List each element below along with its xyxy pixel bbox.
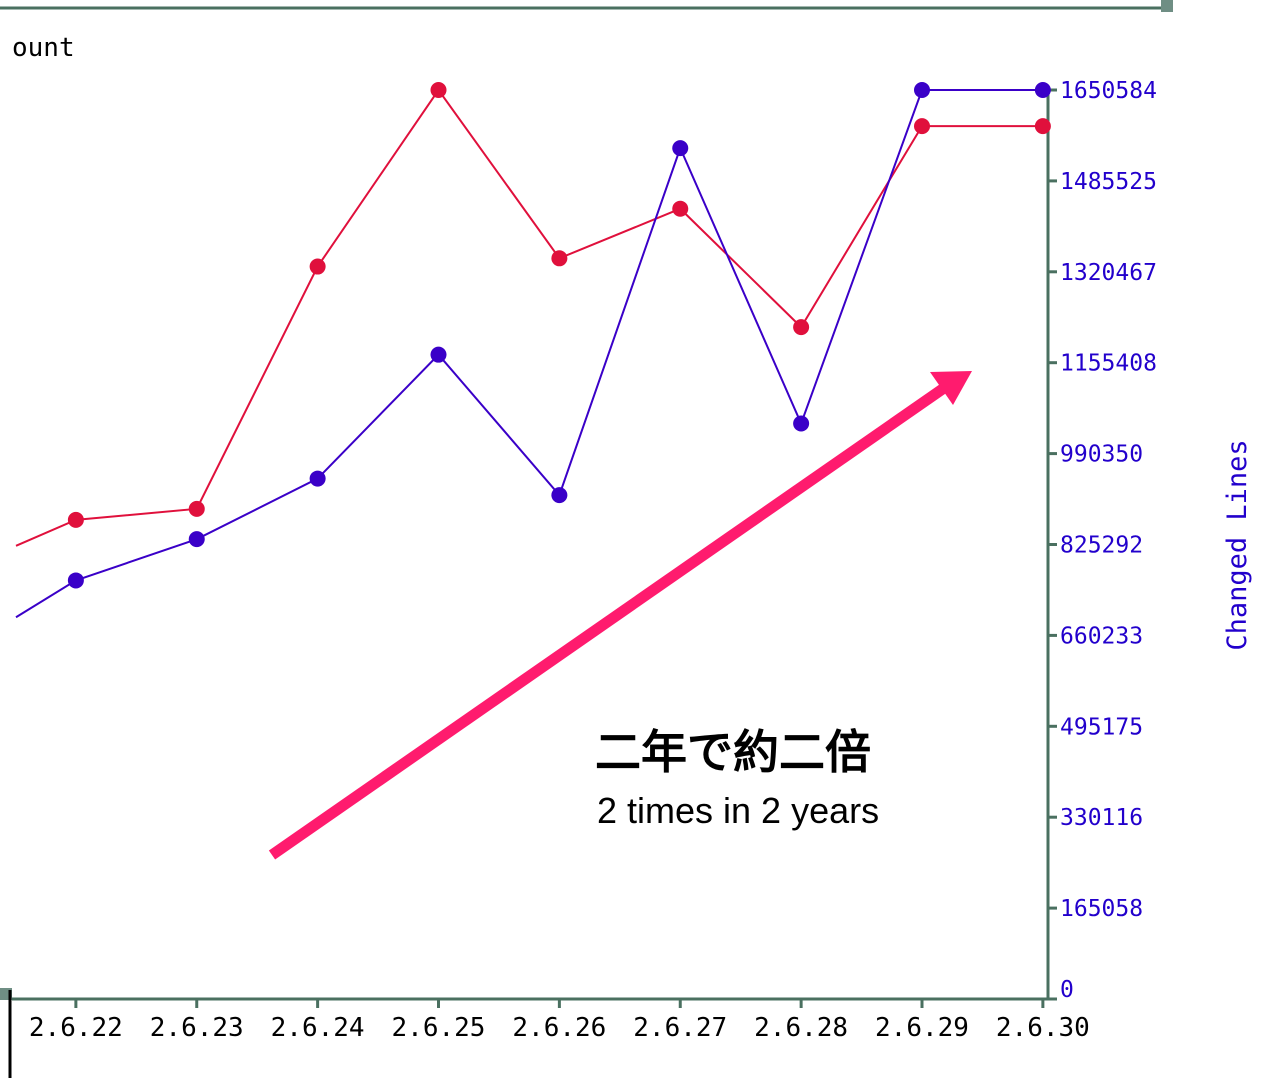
right-y-tick-label: 660233: [1060, 623, 1143, 649]
series-0-point: [67, 511, 84, 528]
series-1-point: [672, 140, 689, 157]
series-line-1: [15, 89, 1043, 619]
series-group: [15, 82, 1051, 619]
series-1-point: [188, 531, 205, 548]
axes-group: [12, 86, 1057, 1008]
annotation-subtitle: 2 times in 2 years: [597, 790, 879, 831]
right-y-tick-label: 330116: [1060, 805, 1143, 831]
right-y-tick-label: 1650584: [1060, 78, 1157, 104]
top-right-frame-block: [1161, 0, 1173, 12]
left-axis-label: ount: [12, 33, 75, 63]
series-0-point: [309, 258, 326, 275]
series-1-point: [67, 572, 84, 589]
series-1-point: [1034, 82, 1051, 98]
x-tick-label: 2.6.28: [754, 1013, 848, 1043]
series-0-point: [1034, 118, 1051, 135]
right-y-tick-label: 1485525: [1060, 169, 1157, 195]
series-1-point: [914, 82, 930, 98]
x-tick-label: 2.6.22: [29, 1013, 123, 1043]
x-tick-label: 2.6.27: [633, 1013, 727, 1043]
series-0-point: [793, 319, 810, 336]
series-line-0: [15, 88, 1043, 547]
right-y-tick-label: 1320467: [1060, 260, 1157, 286]
right-y-tick-label: 1155408: [1060, 351, 1157, 377]
right-y-tick-label: 0: [1060, 977, 1074, 1003]
tick-labels-group: 0 165058 330116 495175 660233 825292 990350 115…: [29, 78, 1157, 1043]
series-0-point: [551, 250, 568, 267]
right-axis-label: Changed Lines: [1222, 439, 1253, 650]
trend-arrow-head: [930, 371, 972, 405]
series-1-point: [309, 470, 326, 487]
series-1-point: [793, 415, 810, 432]
series-0-point: [430, 82, 447, 98]
x-tick-label: 2.6.30: [996, 1013, 1090, 1043]
series-1-point: [430, 346, 447, 363]
right-y-tick-label: 825292: [1060, 533, 1143, 559]
series-0-point: [188, 500, 205, 517]
right-y-tick-label: 165058: [1060, 896, 1143, 922]
x-tick-label: 2.6.24: [271, 1013, 365, 1043]
trend-arrow: [268, 371, 972, 860]
annotation-title: 二年で約二倍: [595, 726, 871, 778]
x-tick-label: 2.6.29: [875, 1013, 969, 1043]
right-y-tick-label: 495175: [1060, 714, 1143, 740]
series-0-point: [672, 200, 689, 217]
trend-arrow-shaft: [268, 383, 948, 860]
right-y-tick-label: 990350: [1060, 442, 1143, 468]
series-1-point: [551, 487, 568, 504]
x-tick-label: 2.6.25: [392, 1013, 486, 1043]
x-tick-label: 2.6.26: [512, 1013, 606, 1043]
series-0-point: [914, 118, 930, 135]
x-tick-label: 2.6.23: [150, 1013, 244, 1043]
